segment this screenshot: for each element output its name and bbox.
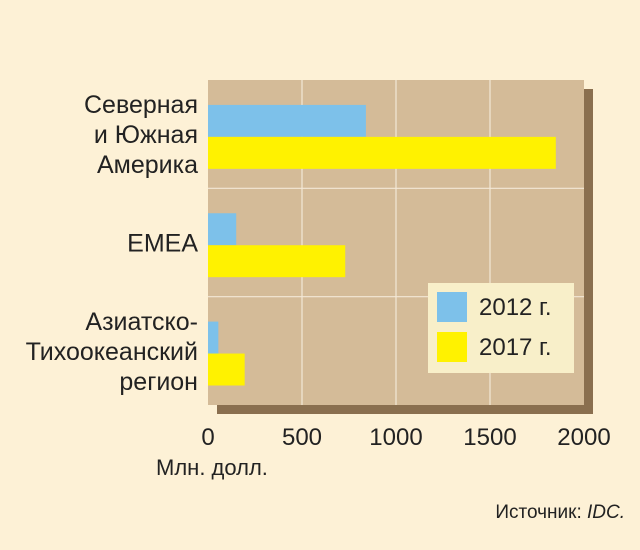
bar-2012-1 <box>208 213 237 246</box>
x-tick-label: 2000 <box>557 424 610 451</box>
legend-swatch <box>437 292 467 322</box>
legend-label: 2017 г. <box>479 334 552 361</box>
source-note: Источник: IDC. <box>495 502 625 523</box>
x-tick-label: 1000 <box>369 424 422 451</box>
bar-2017-2 <box>208 353 245 386</box>
legend-label: 2012 г. <box>479 294 552 321</box>
x-tick-label: 0 <box>201 424 214 451</box>
x-tick-label: 1500 <box>463 424 516 451</box>
category-label-line: регион <box>119 368 198 396</box>
category-label: Азиатско-Тихоокеанский регион <box>26 308 198 396</box>
category-label-line: и Южная <box>94 121 198 149</box>
category-label: EMEA <box>127 230 198 258</box>
category-label-line: Америка <box>97 151 198 179</box>
category-label-line: Северная <box>84 91 198 119</box>
category-label: Северная и Южная Америка <box>84 91 198 179</box>
category-label-line: Тихоокеанский <box>26 338 198 366</box>
bar-2012-2 <box>208 321 219 354</box>
x-tick-label: 500 <box>282 424 322 451</box>
source-name: IDC. <box>587 502 625 523</box>
legend-swatch <box>437 332 467 362</box>
bar-2017-0 <box>208 136 556 169</box>
source-label: Источник: <box>495 502 587 523</box>
bar-2012-0 <box>208 104 366 137</box>
category-label-line: EMEA <box>127 230 198 258</box>
category-label-line: Азиатско- <box>85 308 198 336</box>
x-axis-label: Млн. долл. <box>156 455 268 480</box>
bar-2017-1 <box>208 245 346 278</box>
